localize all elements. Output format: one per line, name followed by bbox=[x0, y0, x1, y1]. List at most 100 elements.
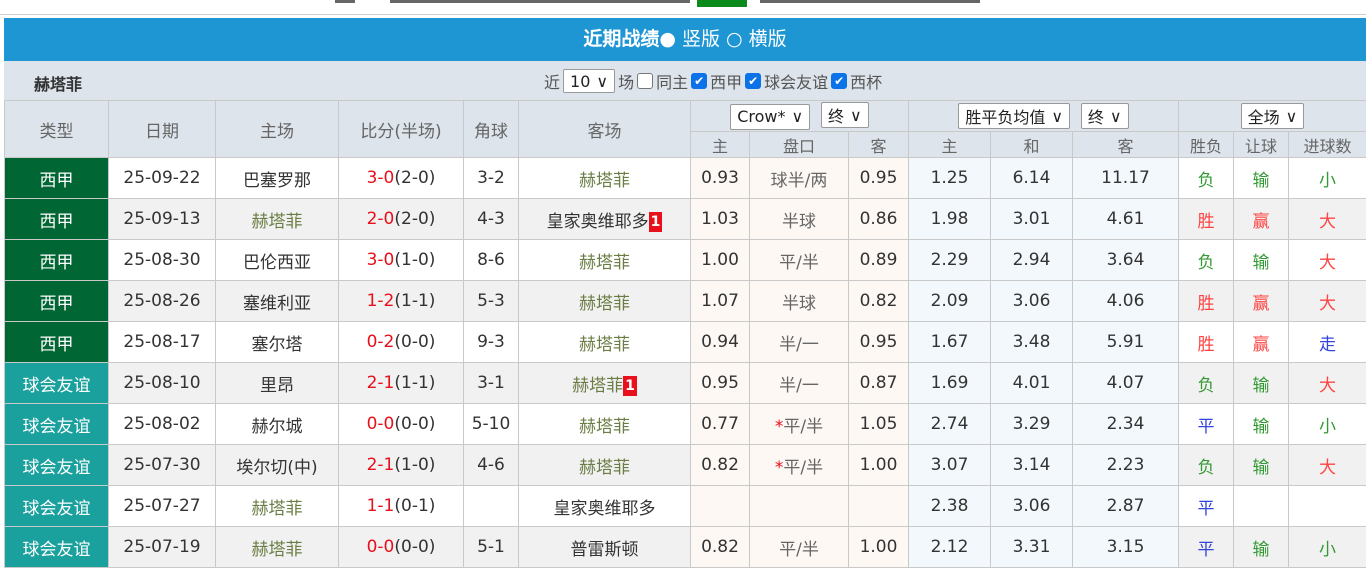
away-team-name[interactable]: 赫塔菲 bbox=[579, 171, 630, 191]
home-team-name[interactable]: 赫塔菲 bbox=[252, 212, 303, 232]
avg-value: 胜平负均值 bbox=[965, 104, 1045, 128]
home-team-name[interactable]: 赫尔城 bbox=[252, 417, 303, 437]
chevron-down-icon: ∨ bbox=[596, 72, 608, 91]
home-team-name[interactable]: 里昂 bbox=[260, 376, 294, 396]
eu-draw-odds: 3.14 bbox=[991, 445, 1073, 486]
same-home-checkbox[interactable] bbox=[637, 73, 653, 89]
home-team[interactable]: 埃尔切(中) bbox=[216, 445, 339, 486]
home-team-name[interactable]: 巴伦西亚 bbox=[243, 253, 311, 273]
home-team[interactable]: 赫塔菲 bbox=[216, 527, 339, 568]
corners: 5-1 bbox=[464, 527, 519, 568]
home-team[interactable]: 巴塞罗那 bbox=[216, 158, 339, 199]
home-team[interactable]: 赫尔城 bbox=[216, 404, 339, 445]
ah-line-value: 平/半 bbox=[779, 253, 819, 273]
away-team-name[interactable]: 赫塔菲 bbox=[579, 458, 630, 478]
home-team[interactable]: 赫塔菲 bbox=[216, 199, 339, 240]
count-select[interactable]: 10∨ bbox=[563, 69, 615, 93]
away-team-name[interactable]: 赫塔菲 bbox=[579, 417, 630, 437]
away-team-name[interactable]: 皇家奥维耶多 bbox=[547, 212, 649, 232]
sub-col: 和 bbox=[991, 132, 1073, 158]
team-name: 赫塔菲 bbox=[34, 71, 82, 95]
col-corner: 角球 bbox=[464, 101, 519, 158]
eu-away-odds: 3.15 bbox=[1073, 527, 1179, 568]
away-team[interactable]: 赫塔菲 bbox=[519, 322, 691, 363]
eu-away-odds: 3.64 bbox=[1073, 240, 1179, 281]
home-team-name[interactable]: 埃尔切(中) bbox=[236, 458, 317, 478]
league-checkbox-liga[interactable]: ✔ bbox=[691, 73, 707, 89]
ah-away-odds: 1.00 bbox=[849, 445, 909, 486]
full-time-score: 0-2 bbox=[367, 332, 395, 352]
away-team-name[interactable]: 赫塔菲 bbox=[579, 253, 630, 273]
away-team[interactable]: 赫塔菲 bbox=[519, 404, 691, 445]
avg-select[interactable]: 胜平负均值∨ bbox=[958, 103, 1070, 129]
home-team-name[interactable]: 塞维利亚 bbox=[243, 294, 311, 314]
radio-empty-icon[interactable]: ○ bbox=[726, 28, 743, 50]
eu-home-odds: 2.09 bbox=[909, 281, 991, 322]
away-team-name[interactable]: 赫塔菲 bbox=[572, 376, 623, 396]
result-header: 全场∨ bbox=[1179, 101, 1366, 132]
chevron-down-icon: ∨ bbox=[1110, 107, 1122, 126]
odds-time-value: 终 bbox=[828, 103, 844, 127]
full-time-score: 0-0 bbox=[367, 537, 395, 557]
corners: 4-3 bbox=[464, 199, 519, 240]
full-time-score: 2-1 bbox=[367, 455, 395, 475]
away-team[interactable]: 赫塔菲 bbox=[519, 445, 691, 486]
avg-time-select[interactable]: 终∨ bbox=[1081, 103, 1129, 129]
away-team[interactable]: 赫塔菲 bbox=[519, 158, 691, 199]
radio-filled-icon[interactable]: ● bbox=[659, 28, 676, 50]
odds-time-select[interactable]: 终∨ bbox=[821, 102, 869, 128]
handicap-result: 输 bbox=[1234, 527, 1289, 568]
period-select[interactable]: 全场∨ bbox=[1241, 103, 1305, 129]
match-date: 25-08-26 bbox=[109, 281, 216, 322]
away-team[interactable]: 皇家奥维耶多 bbox=[519, 486, 691, 527]
home-team-name[interactable]: 巴塞罗那 bbox=[243, 171, 311, 191]
match-result: 胜 bbox=[1179, 281, 1234, 322]
away-team-name[interactable]: 皇家奥维耶多 bbox=[554, 499, 656, 519]
away-team-name[interactable]: 赫塔菲 bbox=[579, 335, 630, 355]
half-time-score: (0-0) bbox=[394, 414, 435, 434]
league-checkbox-friendly[interactable]: ✔ bbox=[745, 73, 761, 89]
away-team[interactable]: 普雷斯顿 bbox=[519, 527, 691, 568]
company-value: Crow* bbox=[737, 107, 785, 126]
chevron-down-icon: ∨ bbox=[792, 107, 804, 126]
ah-line-value: 半/一 bbox=[779, 335, 819, 355]
home-team[interactable]: 塞维利亚 bbox=[216, 281, 339, 322]
half-time-score: (1-1) bbox=[394, 373, 435, 393]
home-team[interactable]: 巴伦西亚 bbox=[216, 240, 339, 281]
home-team-name[interactable]: 塞尔塔 bbox=[252, 335, 303, 355]
ah-line-value: 半/一 bbox=[779, 376, 819, 396]
option-horizontal[interactable]: 横版 bbox=[749, 28, 787, 50]
eu-away-odds: 4.06 bbox=[1073, 281, 1179, 322]
chevron-down-icon: ∨ bbox=[850, 106, 862, 125]
league-label: 西杯 bbox=[850, 69, 882, 93]
home-team[interactable]: 里昂 bbox=[216, 363, 339, 404]
home-team-name[interactable]: 赫塔菲 bbox=[252, 499, 303, 519]
home-team-name[interactable]: 赫塔菲 bbox=[252, 540, 303, 560]
away-team-name[interactable]: 普雷斯顿 bbox=[571, 540, 639, 560]
away-team[interactable]: 赫塔菲 bbox=[519, 281, 691, 322]
away-team-name[interactable]: 赫塔菲 bbox=[579, 294, 630, 314]
home-team[interactable]: 塞尔塔 bbox=[216, 322, 339, 363]
ah-away-odds: 0.82 bbox=[849, 281, 909, 322]
home-team[interactable]: 赫塔菲 bbox=[216, 486, 339, 527]
ah-home-odds: 0.93 bbox=[691, 158, 750, 199]
company-select[interactable]: Crow* ∨ bbox=[730, 104, 810, 130]
green-tab[interactable] bbox=[697, 0, 747, 7]
sub-col: 主 bbox=[909, 132, 991, 158]
option-vertical[interactable]: 竖版 bbox=[682, 28, 720, 50]
ah-away-odds: 0.95 bbox=[849, 158, 909, 199]
league-checkbox-cup[interactable]: ✔ bbox=[831, 73, 847, 89]
away-team[interactable]: 赫塔菲 bbox=[519, 240, 691, 281]
